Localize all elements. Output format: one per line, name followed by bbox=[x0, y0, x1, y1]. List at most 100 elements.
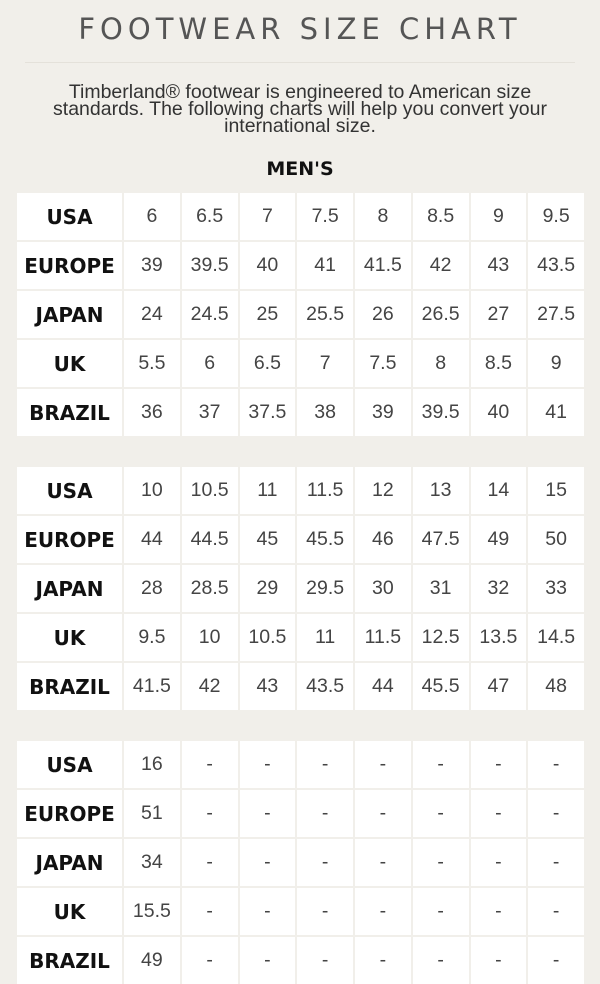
size-cell: 43.5 bbox=[528, 242, 584, 289]
size-cell: - bbox=[528, 937, 584, 984]
size-cell: 39.5 bbox=[181, 242, 238, 289]
size-cell: 27.5 bbox=[528, 291, 584, 338]
size-cell: 39 bbox=[124, 242, 180, 289]
size-cell: - bbox=[297, 839, 353, 886]
size-cell: 26 bbox=[355, 291, 411, 338]
size-cell: 48 bbox=[528, 663, 584, 710]
size-cell: 44 bbox=[355, 663, 411, 710]
size-cell: 10.5 bbox=[239, 614, 296, 661]
size-cell: 11 bbox=[297, 614, 353, 661]
size-cell: 13 bbox=[412, 467, 469, 514]
size-cell: 9.5 bbox=[528, 193, 584, 240]
size-cell: - bbox=[412, 741, 469, 788]
size-cell: 45.5 bbox=[412, 663, 469, 710]
row-label: BRAZIL bbox=[17, 389, 122, 436]
intro-text: Timberland® footwear is engineered to Am… bbox=[53, 81, 547, 137]
size-cell: 25.5 bbox=[297, 291, 353, 338]
size-cell: 28.5 bbox=[181, 565, 238, 612]
size-table: USA 10 10.5 11 11.5 12 13 14 15 EUROPE 44 44.5 45 45.… bbox=[17, 467, 584, 710]
size-cell: 37.5 bbox=[239, 389, 296, 436]
size-cell: - bbox=[470, 741, 527, 788]
size-cell: 11 bbox=[239, 467, 296, 514]
size-cell: - bbox=[239, 937, 296, 984]
size-cell: - bbox=[355, 888, 411, 935]
size-cell: 15 bbox=[528, 467, 584, 514]
size-cell: 32 bbox=[470, 565, 527, 612]
size-cell: - bbox=[181, 888, 238, 935]
row-label: USA bbox=[17, 193, 122, 240]
size-cell: - bbox=[181, 839, 238, 886]
size-cell: 43 bbox=[239, 663, 296, 710]
size-cell: - bbox=[528, 839, 584, 886]
size-cell: 8 bbox=[412, 340, 469, 387]
size-cell: 38 bbox=[297, 389, 353, 436]
size-cell: 30 bbox=[355, 565, 411, 612]
size-cell: 37 bbox=[181, 389, 238, 436]
size-cell: 41.5 bbox=[355, 242, 411, 289]
size-cell: 46 bbox=[355, 516, 411, 563]
row-label: JAPAN bbox=[17, 839, 122, 886]
size-cell: 34 bbox=[124, 839, 180, 886]
size-cell: 45.5 bbox=[297, 516, 353, 563]
size-cell: 28 bbox=[124, 565, 180, 612]
row-label: UK bbox=[17, 340, 122, 387]
size-cell: 31 bbox=[412, 565, 469, 612]
row-label: USA bbox=[17, 467, 122, 514]
size-cell: 40 bbox=[239, 242, 296, 289]
page-title: FOOTWEAR SIZE CHART bbox=[78, 12, 522, 46]
row-label: EUROPE bbox=[17, 790, 122, 837]
size-cell: 9 bbox=[528, 340, 584, 387]
size-cell: 51 bbox=[124, 790, 180, 837]
size-cell: 44 bbox=[124, 516, 180, 563]
size-cell: - bbox=[181, 741, 238, 788]
row-label: JAPAN bbox=[17, 291, 122, 338]
size-cell: 29 bbox=[239, 565, 296, 612]
row-label: BRAZIL bbox=[17, 937, 122, 984]
title-divider bbox=[25, 62, 575, 63]
size-cell: 6.5 bbox=[181, 193, 238, 240]
size-cell: 5.5 bbox=[124, 340, 180, 387]
section-title: MEN'S bbox=[266, 158, 334, 180]
size-cell: 12 bbox=[355, 467, 411, 514]
size-cell: 49 bbox=[124, 937, 180, 984]
size-cell: 15.5 bbox=[124, 888, 180, 935]
size-cell: 12.5 bbox=[412, 614, 469, 661]
size-cell: - bbox=[528, 888, 584, 935]
size-cell: 41 bbox=[297, 242, 353, 289]
size-cell: 6.5 bbox=[239, 340, 296, 387]
size-cell: 16 bbox=[124, 741, 180, 788]
size-cell: 14.5 bbox=[528, 614, 584, 661]
size-cell: - bbox=[239, 790, 296, 837]
size-cell: - bbox=[528, 790, 584, 837]
size-cell: 42 bbox=[181, 663, 238, 710]
size-cell: 40 bbox=[470, 389, 527, 436]
size-cell: 10.5 bbox=[181, 467, 238, 514]
size-cell: - bbox=[470, 888, 527, 935]
size-cell: 42 bbox=[412, 242, 469, 289]
size-cell: - bbox=[239, 839, 296, 886]
size-cell: - bbox=[528, 741, 584, 788]
size-cell: 47.5 bbox=[412, 516, 469, 563]
size-cell: 7.5 bbox=[297, 193, 353, 240]
size-cell: 50 bbox=[528, 516, 584, 563]
row-label: EUROPE bbox=[17, 516, 122, 563]
size-cell: - bbox=[470, 937, 527, 984]
size-cell: - bbox=[355, 741, 411, 788]
row-label: UK bbox=[17, 614, 122, 661]
size-cell: 24 bbox=[124, 291, 180, 338]
size-cell: 41 bbox=[528, 389, 584, 436]
size-cell: 6 bbox=[181, 340, 238, 387]
size-cell: 8 bbox=[355, 193, 411, 240]
size-cell: - bbox=[355, 790, 411, 837]
size-cell: - bbox=[470, 790, 527, 837]
size-cell: 41.5 bbox=[124, 663, 180, 710]
size-cell: - bbox=[239, 741, 296, 788]
row-label: BRAZIL bbox=[17, 663, 122, 710]
size-cell: 39 bbox=[355, 389, 411, 436]
size-cell: 29.5 bbox=[297, 565, 353, 612]
size-cell: 10 bbox=[124, 467, 180, 514]
size-cell: 45 bbox=[239, 516, 296, 563]
size-cell: - bbox=[297, 937, 353, 984]
size-cell: - bbox=[181, 790, 238, 837]
row-label: USA bbox=[17, 741, 122, 788]
